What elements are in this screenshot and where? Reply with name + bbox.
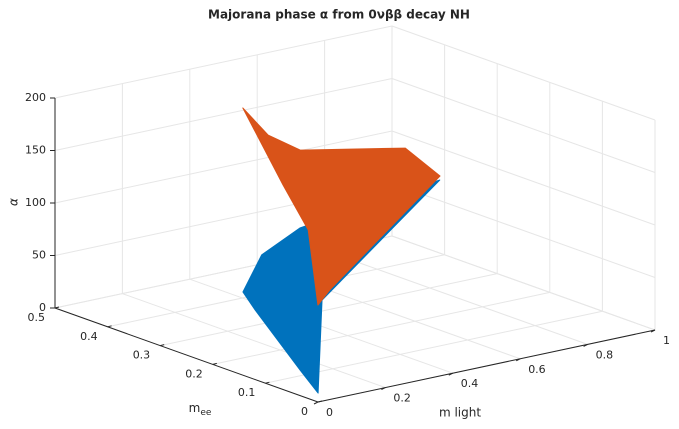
grid-line (324, 249, 588, 345)
y-tick (212, 362, 217, 365)
y-tick-label: 0.3 (133, 349, 151, 362)
x-tick-label: 0.8 (596, 348, 614, 361)
y-tick (54, 306, 60, 309)
z-tick-label: 50 (32, 249, 46, 262)
z-tick-label: 150 (25, 144, 46, 157)
grid-line (54, 130, 393, 204)
y-tick (265, 381, 270, 384)
y-axis-label-main: m (189, 401, 201, 415)
x-tick-label: 0.4 (461, 377, 479, 390)
z-tick-label: 100 (25, 196, 46, 209)
axes: 00.20.40.60.8100.10.20.30.40.50501001502… (25, 91, 670, 419)
grid-line (391, 130, 656, 226)
surfaces (242, 107, 441, 394)
z-axis-label: α (7, 198, 21, 206)
x-tick-label: 0 (326, 406, 333, 419)
grid-line (391, 25, 656, 121)
surface (242, 107, 441, 306)
x-tick (515, 358, 521, 362)
y-tick-label: 0.2 (185, 367, 203, 380)
y-tick-label: 0.4 (80, 330, 98, 343)
z-tick-label: 0 (39, 301, 46, 314)
grid-line (212, 291, 550, 365)
grid-line (265, 310, 603, 384)
x-tick-label: 0.2 (393, 392, 411, 405)
x-tick (448, 372, 454, 376)
grid-line (391, 235, 656, 331)
y-tick-label: 0.1 (238, 386, 256, 399)
x-tick-label: 1 (663, 334, 670, 347)
x-axis (317, 329, 656, 403)
z-tick-label: 200 (25, 91, 46, 104)
y-axis-label: mee (189, 401, 212, 418)
chart-title: Majorana phase α from 0νββ decay NH (208, 8, 470, 22)
x-tick (650, 329, 656, 333)
x-tick-label: 0.6 (528, 363, 546, 376)
grid-line (391, 183, 656, 278)
y-tick (317, 400, 323, 403)
grid-line (391, 78, 656, 173)
grid-line (160, 273, 498, 347)
x-axis-label: m light (439, 406, 481, 420)
grid-line (122, 293, 386, 389)
x-tick (583, 343, 588, 347)
grid-line (54, 25, 393, 99)
y-axis-label-sub: ee (200, 408, 212, 418)
y-axis (54, 307, 319, 403)
y-tick-label: 0.5 (28, 311, 46, 324)
grid-line (54, 78, 393, 151)
x-tick (313, 401, 319, 405)
y-tick (160, 344, 165, 347)
y-tick (107, 325, 112, 328)
x-tick (381, 387, 386, 391)
y-tick-label: 0 (301, 405, 308, 418)
